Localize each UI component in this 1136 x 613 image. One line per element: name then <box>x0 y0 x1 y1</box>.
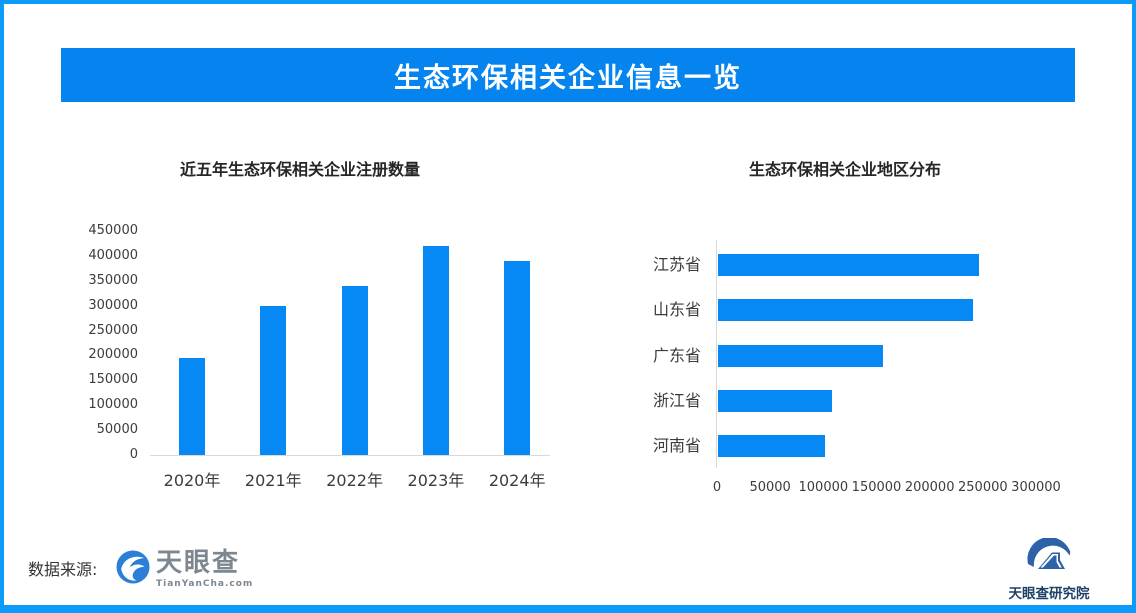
x-axis-category-label: 2024年 <box>488 471 546 490</box>
y-axis-category-label: 河南省 <box>652 436 701 456</box>
y-axis-tick-label: 200000 <box>88 347 138 363</box>
x-axis-tick-label: 100000 <box>798 480 849 495</box>
bar-山东省 <box>718 299 973 322</box>
x-axis-tick-label: 200000 <box>904 480 955 495</box>
y-axis-tick-label: 450000 <box>88 223 138 238</box>
page-title: 生态环保相关企业信息一览 <box>394 62 742 94</box>
page-title-banner: 生态环保相关企业信息一览 <box>61 48 1075 102</box>
tianyancha-name: 天眼查 <box>156 548 241 578</box>
bar-河南省 <box>718 435 825 458</box>
x-axis-category-label: 2022年 <box>326 471 383 490</box>
bar-2023年 <box>422 246 449 455</box>
y-axis-category-label: 江苏省 <box>652 255 701 274</box>
tianyancha-logo-text: 天眼查 TianYanCha.com <box>156 550 253 589</box>
registration-bar-chart-plot: 0 50000 100000 150000 200000 250000 300000 3500… <box>88 223 550 490</box>
y-axis-tick-label: 250000 <box>88 322 138 338</box>
y-axis-tick-label: 0 <box>129 447 138 462</box>
x-axis-category-label: 2020年 <box>163 471 221 490</box>
bar-广东省 <box>718 344 883 367</box>
bar-浙江省 <box>718 389 832 412</box>
y-axis-category-label: 浙江省 <box>652 390 701 410</box>
tianyancha-swirl-icon <box>116 550 150 588</box>
x-axis-tick-label: 0 <box>712 480 722 495</box>
x-axis-category-label: 2021年 <box>244 471 302 490</box>
bar-2024年 <box>504 261 531 455</box>
y-axis-category-label: 山东省 <box>652 300 701 320</box>
research-institute-icon <box>1025 537 1073 578</box>
y-axis-category-label: 广东省 <box>652 345 701 365</box>
y-axis-tick-label: 350000 <box>88 272 138 288</box>
bar-2022年 <box>341 286 368 455</box>
y-axis-tick-label: 100000 <box>88 397 138 413</box>
research-institute-logo: 天眼查研究院 <box>994 537 1104 602</box>
y-axis-tick-label: 150000 <box>88 372 138 388</box>
tianyancha-domain: TianYanCha.com <box>156 579 254 589</box>
y-axis-tick-label: 400000 <box>88 247 138 263</box>
registration-chart-title: 近五年生态环保相关企业注册数量 <box>179 160 420 179</box>
bar-江苏省 <box>718 254 979 276</box>
x-axis-category-label: 2023年 <box>407 471 465 490</box>
x-axis-tick-label: 300000 <box>1011 480 1061 495</box>
data-source-label: 数据来源: <box>28 560 98 579</box>
region-chart-title: 生态环保相关企业地区分布 <box>748 160 941 179</box>
research-institute-name: 天眼查研究院 <box>1008 586 1090 602</box>
tianyancha-logo: 天眼查 TianYanCha.com <box>116 550 253 589</box>
bar-2021年 <box>260 306 287 455</box>
y-axis-tick-label: 300000 <box>88 297 138 313</box>
region-bar-chart-plot: 0 50000 100000 150000 200000 250000 300000 江苏省山… <box>653 240 1061 495</box>
y-axis-tick-label: 50000 <box>96 422 138 438</box>
x-axis-tick-label: 150000 <box>851 480 902 495</box>
x-axis-tick-label: 250000 <box>958 480 1008 495</box>
x-axis-tick-label: 50000 <box>749 480 791 495</box>
bar-2020年 <box>179 358 205 455</box>
